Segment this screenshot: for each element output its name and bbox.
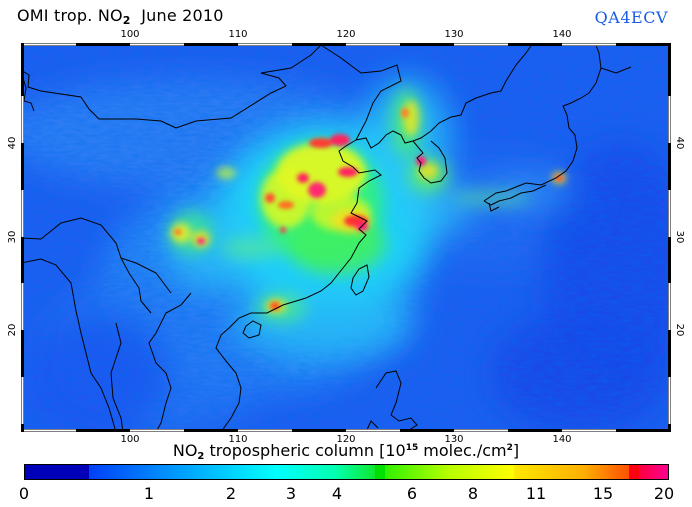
colorbar-segment bbox=[375, 465, 386, 479]
lon-tick-bottom: 130 bbox=[444, 434, 464, 445]
colorbar-segment bbox=[639, 465, 668, 479]
lon-tick-bottom: 110 bbox=[228, 434, 248, 445]
cb-title-exp: 15 bbox=[405, 443, 419, 453]
cb-title-no: NO bbox=[172, 441, 198, 460]
colorbar-label: 4 bbox=[331, 484, 343, 503]
colorbar-segment bbox=[25, 465, 90, 479]
cb-title-end: ] bbox=[512, 441, 520, 460]
lat-tick-right: 20 bbox=[673, 323, 685, 337]
colorbar-label: 20 bbox=[653, 484, 675, 503]
lat-tick-left: 20 bbox=[6, 323, 18, 337]
colorbar-segment bbox=[89, 465, 276, 479]
title-prefix: OMI trop. NO bbox=[17, 6, 123, 25]
colorbar-title: NO2 tropospheric column [1015 molec./cm2… bbox=[0, 441, 692, 462]
colorbar-label: 15 bbox=[592, 484, 614, 503]
map-frame bbox=[21, 43, 671, 432]
cb-title-exp2: 2 bbox=[506, 443, 513, 453]
cb-title-sub: 2 bbox=[197, 451, 205, 462]
colorbar-label: 8 bbox=[467, 484, 479, 503]
colorbar-segment bbox=[385, 465, 514, 479]
lon-tick-top: 130 bbox=[444, 29, 464, 40]
colorbar-label: 3 bbox=[285, 484, 297, 503]
lon-tick-bottom: 100 bbox=[120, 434, 140, 445]
colorbar-label: 2 bbox=[225, 484, 237, 503]
lon-tick-top: 120 bbox=[336, 29, 356, 40]
colorbar-label: 0 bbox=[18, 484, 30, 503]
cb-title-unit: molec./cm bbox=[418, 441, 507, 460]
lat-tick-right: 40 bbox=[673, 136, 685, 150]
lon-tick-top: 140 bbox=[552, 29, 572, 40]
colorbar-label: 6 bbox=[406, 484, 418, 503]
brand-label: QA4ECV bbox=[594, 8, 668, 27]
lat-tick-left: 40 bbox=[6, 136, 18, 150]
lat-tick-left: 30 bbox=[6, 230, 18, 244]
cb-title-mid: tropospheric column [10 bbox=[204, 441, 406, 460]
colorbar-label: 1 bbox=[143, 484, 155, 503]
lon-tick-bottom: 140 bbox=[552, 434, 572, 445]
plot-title: OMI trop. NO2 June 2010 bbox=[17, 6, 224, 27]
lat-tick-right: 30 bbox=[673, 230, 685, 244]
colorbar-segment bbox=[629, 465, 640, 479]
colorbar-segment bbox=[275, 465, 376, 479]
coastlines bbox=[21, 43, 632, 432]
colorbar-segment bbox=[513, 465, 630, 479]
lon-tick-bottom: 120 bbox=[336, 434, 356, 445]
no2-map bbox=[21, 43, 671, 432]
title-subscript: 2 bbox=[122, 14, 131, 27]
lon-tick-top: 110 bbox=[228, 29, 248, 40]
title-date: June 2010 bbox=[130, 6, 224, 25]
colorbar-label: 11 bbox=[525, 484, 547, 503]
lon-tick-top: 100 bbox=[120, 29, 140, 40]
colorbar bbox=[24, 464, 669, 480]
